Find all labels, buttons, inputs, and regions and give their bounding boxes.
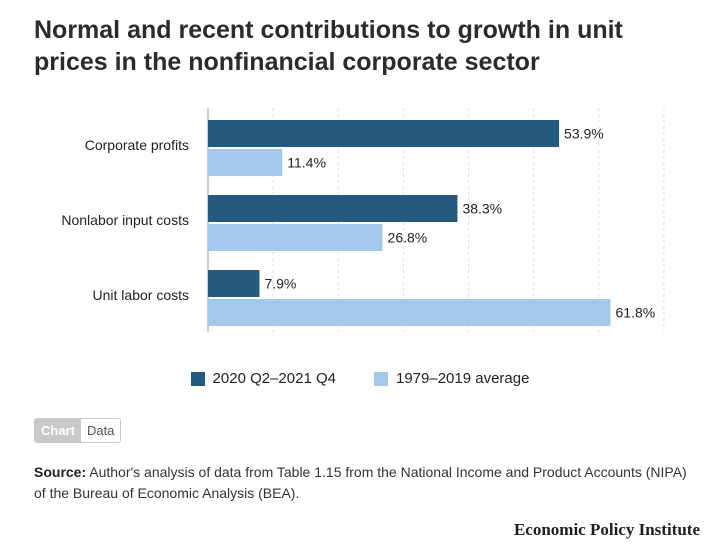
legend-label-recent: 2020 Q2–2021 Q4 [212,370,336,387]
data-label: 38.3% [462,201,502,217]
view-toggle: Chart Data [34,418,122,443]
bar[interactable] [208,299,611,326]
legend: 2020 Q2–2021 Q4 1979–2019 average [0,370,720,387]
bar-chart: Corporate profits 53.9% 11.4% Nonlabor inpu… [61,108,665,332]
data-label: 7.9% [264,276,296,292]
data-tab[interactable]: Data [80,419,121,442]
bar[interactable] [208,195,458,222]
chart-tab[interactable]: Chart [35,419,81,442]
legend-swatch-recent [190,371,205,386]
legend-swatch-average [373,371,388,386]
bar[interactable] [208,120,560,147]
legend-label-average: 1979–2019 average [395,370,530,387]
legend-item-recent[interactable]: 2020 Q2–2021 Q4 [190,370,336,387]
category-label: Nonlabor input costs [61,212,189,228]
data-label: 61.8% [616,305,656,321]
source-note: Source: Author's analysis of data from T… [34,462,694,504]
legend-item-average[interactable]: 1979–2019 average [373,370,530,387]
brand-logo-text: Economic Policy Institute [513,520,700,539]
chart-title: Normal and recent contributions to growt… [34,16,623,76]
source-text: Author's analysis of data from Table 1.1… [34,464,687,501]
data-label: 26.8% [388,230,428,246]
category-label: Unit labor costs [93,287,189,303]
category-label: Corporate profits [85,137,189,153]
bar[interactable] [208,270,260,297]
data-label: 53.9% [564,126,604,142]
data-label: 11.4% [287,155,326,171]
source-label: Source: [34,464,87,480]
bar[interactable] [208,149,283,176]
bar[interactable] [208,224,383,251]
